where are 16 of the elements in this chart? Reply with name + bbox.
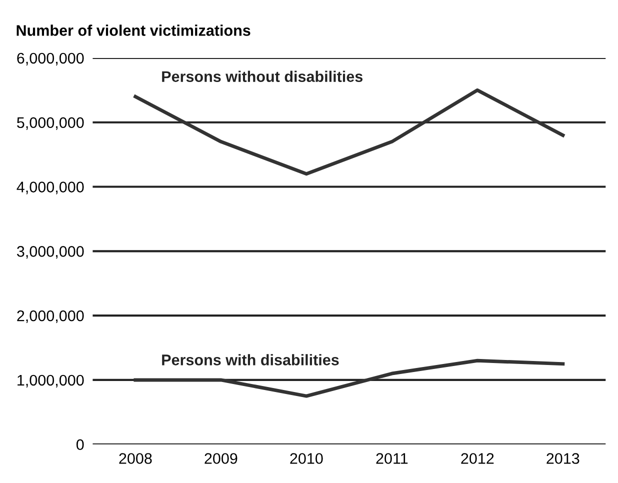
x-tick-label: 2009 <box>204 453 238 464</box>
y-tick-label: 2,000,000 <box>17 310 84 324</box>
x-tick-label: 2010 <box>290 453 323 464</box>
x-tick-label: 2012 <box>461 453 494 464</box>
series-label: Persons with disabilities <box>162 354 339 366</box>
chart-title: Number of violent victimizations <box>16 24 250 36</box>
series-label: Persons without disabilities <box>162 70 363 82</box>
y-tick-label: 0 <box>76 439 84 450</box>
y-tick-label: 6,000,000 <box>17 52 84 66</box>
x-tick-label: 2011 <box>376 453 408 464</box>
y-tick-label: 4,000,000 <box>16 182 84 194</box>
y-tick-label: 3,000,000 <box>16 246 84 259</box>
x-tick-label: 2013 <box>546 453 580 464</box>
y-tick-label: 5,000,000 <box>17 117 84 130</box>
x-tick-label: 2008 <box>119 453 152 464</box>
y-tick-label: 1,000,000 <box>18 374 84 388</box>
